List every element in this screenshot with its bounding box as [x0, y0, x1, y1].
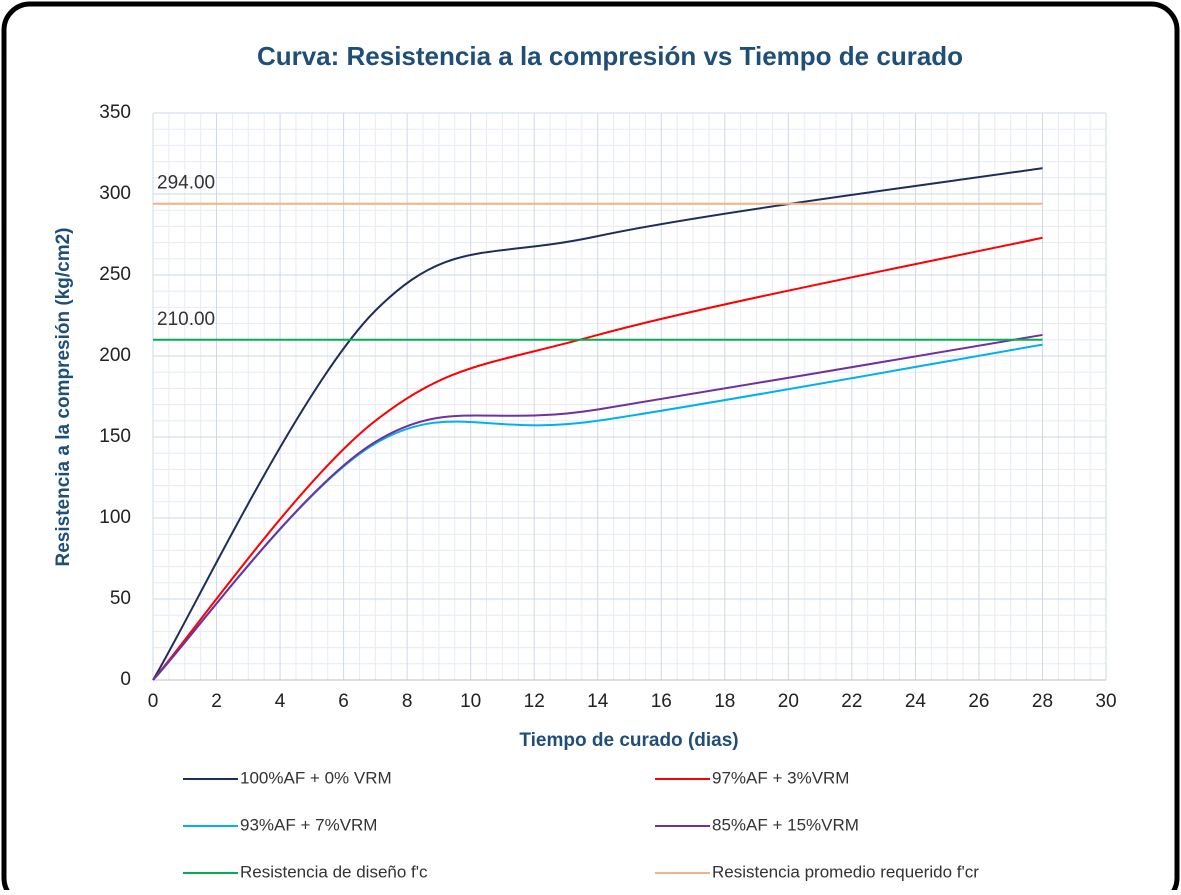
- y-tick-label: 0: [120, 669, 131, 690]
- legend-label: 93%AF + 7%VRM: [240, 815, 377, 834]
- x-tick-label: 8: [402, 691, 413, 712]
- legend-label: Resistencia de diseño f'c: [240, 862, 428, 881]
- y-tick-label: 300: [99, 183, 131, 204]
- y-tick-label: 250: [99, 264, 131, 285]
- x-tick-label: 18: [714, 691, 735, 712]
- x-tick-label: 10: [460, 691, 481, 712]
- x-tick-label: 28: [1032, 691, 1053, 712]
- x-tick-label: 24: [905, 691, 927, 712]
- y-axis-label: Resistencia a la compresión (kg/cm2): [53, 228, 74, 567]
- data-label: 210.00: [157, 309, 215, 330]
- legend-label: 97%AF + 3%VRM: [712, 768, 849, 787]
- x-tick-label: 20: [778, 691, 799, 712]
- x-tick-label: 2: [211, 691, 222, 712]
- data-line: [152, 167, 1043, 681]
- data-label: 294.00: [157, 173, 215, 194]
- x-tick-label: 22: [841, 691, 862, 712]
- y-tick-label: 350: [99, 102, 131, 123]
- x-tick-label: 16: [651, 691, 672, 712]
- x-tick-label: 26: [968, 691, 989, 712]
- y-tick-label: 100: [99, 507, 131, 528]
- legend-label: 100%AF + 0% VRM: [240, 768, 392, 787]
- y-tick-label: 150: [99, 426, 131, 447]
- y-tick-label: 200: [99, 345, 131, 366]
- x-tick-label: 0: [148, 691, 159, 712]
- x-tick-label: 6: [338, 691, 349, 712]
- chart-title: Curva: Resistencia a la compresión vs Ti…: [257, 41, 963, 71]
- x-tick-label: 14: [587, 691, 609, 712]
- x-tick-label: 4: [275, 691, 286, 712]
- y-tick-label: 50: [110, 588, 131, 609]
- data-line: [152, 333, 1043, 681]
- grid: [152, 112, 1107, 681]
- x-tick-label: 30: [1095, 691, 1116, 712]
- x-tick-label: 12: [524, 691, 545, 712]
- data-line: [152, 236, 1043, 681]
- legend-label: Resistencia promedio requerido f'cr: [712, 862, 979, 881]
- x-axis-label: Tiempo de curado (dias): [519, 730, 738, 751]
- legend-label: 85%AF + 15%VRM: [712, 815, 859, 834]
